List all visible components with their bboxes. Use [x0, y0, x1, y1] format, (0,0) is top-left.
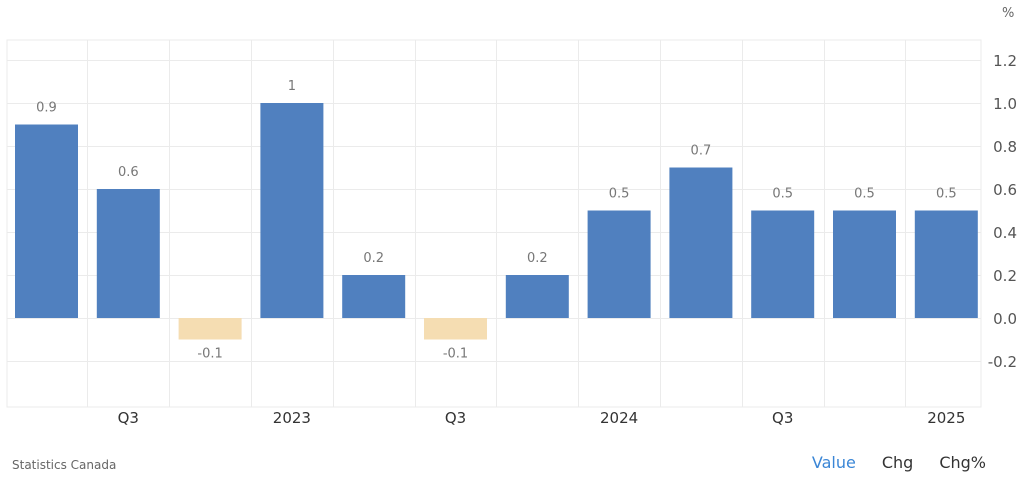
y-tick-label: 1.0	[993, 95, 1017, 113]
bar[interactable]	[15, 124, 78, 319]
y-tick-label: 1.2	[993, 52, 1017, 70]
y-tick-label: 0.6	[993, 181, 1017, 199]
y-tick-label: 0.2	[993, 267, 1017, 285]
data-label: 0.5	[854, 187, 875, 202]
data-label: 0.5	[936, 187, 957, 202]
x-tick-label: Q3	[118, 409, 139, 427]
grid-lines	[6, 39, 982, 408]
x-tick-label: 2025	[927, 409, 965, 427]
y-tick-label: 0.0	[993, 310, 1017, 328]
bars	[15, 103, 978, 340]
bar[interactable]	[424, 318, 487, 340]
bar[interactable]	[751, 210, 815, 319]
data-label: 1	[288, 79, 296, 94]
chg-toggle[interactable]: Chg	[881, 453, 914, 472]
bar[interactable]	[96, 189, 160, 318]
view-toggle-group: Value Chg Chg%	[812, 453, 986, 472]
data-label: 0.6	[118, 165, 139, 180]
bar[interactable]	[260, 103, 324, 318]
data-label: 0.5	[609, 187, 630, 202]
data-label: 0.5	[772, 187, 793, 202]
chg-percent-toggle[interactable]: Chg%	[939, 453, 986, 472]
data-label: 0.2	[527, 251, 548, 266]
x-tick-label: Q3	[772, 409, 793, 427]
bar[interactable]	[833, 210, 896, 319]
bar[interactable]	[914, 210, 978, 319]
bar[interactable]	[669, 167, 733, 319]
plot-border	[6, 39, 982, 408]
x-axis: Q3 2023 Q3 2024 Q3 2025	[118, 409, 966, 427]
x-tick-label: Q3	[445, 409, 466, 427]
y-axis: 1.2 1.0 0.8 0.6 0.4 0.2 0.0 -0.2	[988, 52, 1017, 371]
bar[interactable]	[505, 275, 569, 318]
unit-label: %	[1002, 6, 1015, 21]
data-label: -0.1	[197, 347, 222, 362]
bar[interactable]	[178, 318, 242, 340]
y-tick-label: 0.8	[993, 138, 1017, 156]
data-label: -0.1	[443, 347, 468, 362]
bar[interactable]	[342, 275, 406, 318]
x-tick-label: 2024	[600, 409, 638, 427]
data-labels: 0.9 0.6 -0.1 1 0.2 -0.1 0.2 0.5 0.7 0.5 0.5 0.5	[36, 79, 956, 362]
data-label: 0.7	[691, 144, 712, 159]
value-toggle[interactable]: Value	[811, 453, 856, 472]
y-tick-label: -0.2	[988, 353, 1017, 371]
bar[interactable]	[587, 210, 651, 319]
y-tick-label: 0.4	[993, 224, 1017, 242]
source-label: Statistics Canada	[12, 458, 117, 472]
data-label: 0.2	[363, 251, 384, 266]
x-tick-label: 2023	[273, 409, 311, 427]
data-label: 0.9	[36, 101, 57, 116]
